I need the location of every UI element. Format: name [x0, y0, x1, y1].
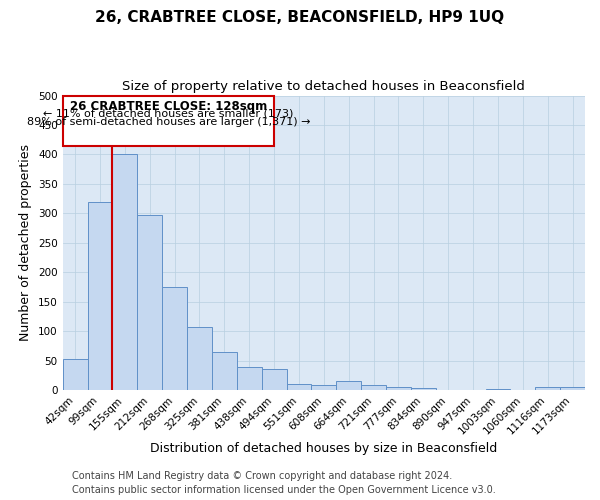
Bar [137, 215, 162, 390]
Text: 26, CRABTREE CLOSE, BEACONSFIELD, HP9 1UQ: 26, CRABTREE CLOSE, BEACONSFIELD, HP9 1U… [95, 10, 505, 25]
Text: 26 CRABTREE CLOSE: 128sqm: 26 CRABTREE CLOSE: 128sqm [70, 100, 267, 112]
Bar [287, 384, 311, 390]
Bar [212, 352, 237, 390]
Text: ← 11% of detached houses are smaller (173): ← 11% of detached houses are smaller (17… [43, 108, 293, 118]
Bar [62, 359, 88, 390]
Bar [187, 327, 212, 390]
Bar [336, 381, 361, 390]
Bar [361, 384, 386, 390]
Text: 89% of semi-detached houses are larger (1,371) →: 89% of semi-detached houses are larger (… [26, 117, 310, 127]
Y-axis label: Number of detached properties: Number of detached properties [19, 144, 32, 342]
Bar [560, 387, 585, 390]
Bar [237, 367, 262, 390]
FancyBboxPatch shape [62, 96, 274, 146]
Bar [112, 154, 137, 390]
Bar [411, 388, 436, 390]
Bar [262, 370, 287, 390]
Bar [386, 386, 411, 390]
Bar [88, 202, 112, 390]
Title: Size of property relative to detached houses in Beaconsfield: Size of property relative to detached ho… [122, 80, 525, 93]
Bar [535, 387, 560, 390]
Text: Contains HM Land Registry data © Crown copyright and database right 2024.
Contai: Contains HM Land Registry data © Crown c… [72, 471, 496, 495]
X-axis label: Distribution of detached houses by size in Beaconsfield: Distribution of detached houses by size … [150, 442, 497, 455]
Bar [311, 384, 336, 390]
Bar [162, 287, 187, 390]
